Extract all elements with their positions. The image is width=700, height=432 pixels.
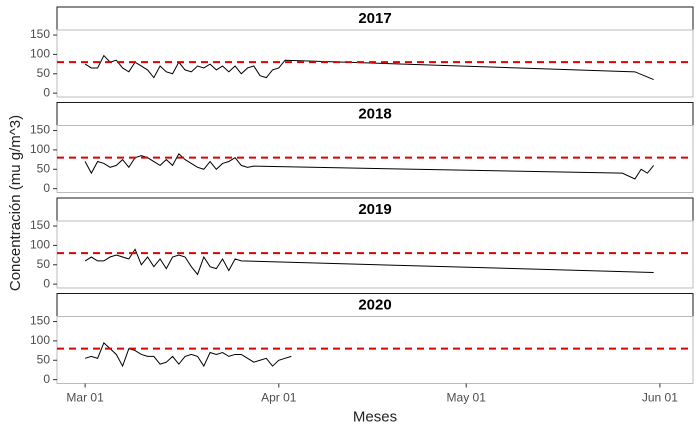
- x-tick-label: Jun 01: [642, 391, 678, 405]
- y-tick-label: 0: [43, 181, 50, 195]
- y-tick-label: 50: [37, 352, 51, 366]
- x-axis-title: Meses: [353, 408, 397, 425]
- y-tick-label: 0: [43, 276, 50, 290]
- y-tick-label: 100: [30, 47, 50, 61]
- strip-title: 2020: [358, 296, 391, 313]
- y-tick-label: 50: [37, 66, 51, 80]
- panel: [56, 125, 694, 193]
- x-tick-label: May 01: [447, 391, 487, 405]
- x-tick-label: Mar 01: [66, 391, 104, 405]
- y-tick-label: 0: [43, 372, 50, 386]
- y-tick-label: 150: [30, 27, 50, 41]
- data-line: [84, 152, 655, 180]
- panel: [56, 316, 694, 384]
- y-tick-label: 100: [30, 142, 50, 156]
- y-tick-label: 150: [30, 218, 50, 232]
- strip-title: 2019: [358, 201, 391, 218]
- strip-title: 2017: [358, 10, 391, 27]
- y-tick-label: 150: [30, 314, 50, 328]
- panel: [56, 220, 694, 289]
- y-tick-label: 50: [37, 257, 51, 271]
- data-line: [84, 248, 654, 276]
- strip-title: 2018: [358, 105, 391, 122]
- y-tick-label: 0: [43, 85, 50, 99]
- x-tick-label: Apr 01: [261, 391, 297, 405]
- y-tick-label: 150: [30, 123, 50, 137]
- y-axis-title: Concentración (mu g/m^3): [7, 115, 24, 291]
- y-tick-label: 100: [30, 238, 50, 252]
- y-tick-label: 100: [30, 333, 50, 347]
- data-line: [84, 341, 292, 368]
- y-tick-label: 50: [37, 161, 51, 175]
- data-line: [84, 54, 654, 81]
